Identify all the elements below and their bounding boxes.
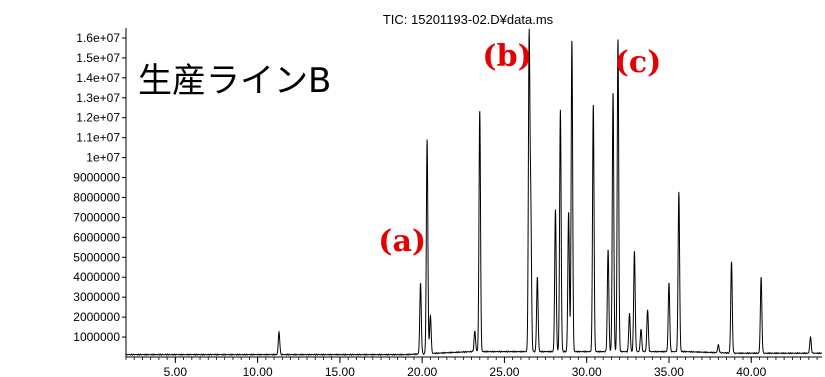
y-tick-label: 7000000 [73, 210, 120, 224]
sample-label: 生産ラインB [138, 61, 331, 101]
y-tick-label: 1000000 [73, 330, 120, 344]
y-tick-label: 3000000 [73, 290, 120, 304]
x-tick-label: 20.00 [407, 365, 437, 377]
peak-annotation: (b) [482, 39, 531, 74]
x-tick-label: 15.00 [325, 365, 355, 377]
x-tick-label: 40.00 [736, 365, 766, 377]
y-tick-label: 9000000 [73, 171, 120, 185]
peak-annotation: (a) [378, 224, 426, 259]
x-tick-label: 10.00 [243, 365, 273, 377]
y-tick-label: 1.3e+07 [76, 91, 120, 105]
y-tick-label: 4000000 [73, 270, 120, 284]
x-tick-label: 25.00 [489, 365, 519, 377]
x-tick-label: 30.00 [572, 365, 602, 377]
y-tick-label: 1.1e+07 [76, 131, 120, 145]
y-axis: 1000000 2000000 3000000 4000000 5000000 60000… [73, 28, 127, 357]
y-tick-label: 1.5e+07 [76, 51, 120, 65]
peak-annotations: (a) (b) (c) [378, 39, 661, 259]
y-tick-label: 8000000 [73, 190, 120, 204]
tic-trace [125, 28, 822, 356]
chart-title: TIC: 15201193-02.D¥data.ms [383, 12, 554, 27]
y-tick-label: 2000000 [73, 310, 120, 324]
y-tick-label: 1.2e+07 [76, 111, 120, 125]
y-tick-label: 6000000 [73, 230, 120, 244]
x-axis: 5.00 10.00 15.00 20.00 25.00 30.00 35.00 40.00 [125, 356, 822, 377]
y-tick-label: 1.6e+07 [76, 31, 120, 45]
y-tick-label: 5000000 [73, 250, 120, 264]
x-tick-label: 35.00 [654, 365, 684, 377]
peak-annotation: (c) [615, 45, 662, 80]
x-tick-label: 5.00 [164, 365, 188, 377]
y-tick-label: 1e+07 [86, 151, 120, 165]
y-tick-label: 1.4e+07 [76, 71, 120, 85]
